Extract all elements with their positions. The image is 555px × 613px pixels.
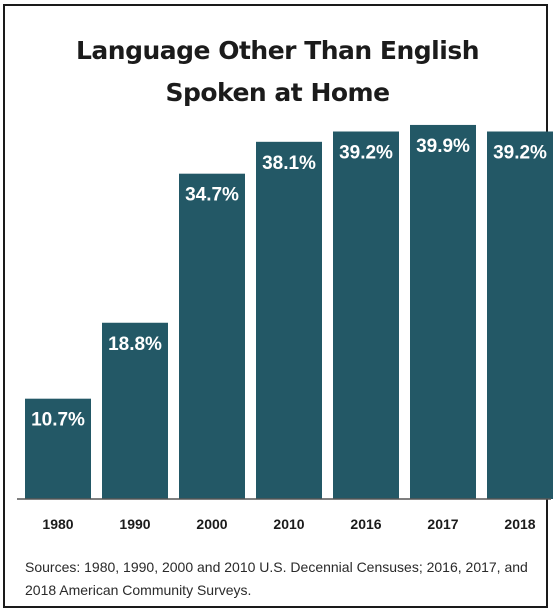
x-tick-labels-group: 1980 1990 2000 2010 2016 2017 2018 bbox=[42, 516, 535, 532]
bar-value-label-2016: 39.2% bbox=[339, 143, 393, 164]
x-tick-label-2016: 2016 bbox=[350, 516, 381, 532]
chart-title-line-2: Spoken at Home bbox=[165, 78, 390, 107]
chart-title-line-1: Language Other Than English bbox=[75, 36, 480, 65]
bar-value-label-2017: 39.9% bbox=[416, 136, 470, 157]
x-tick-label-2017: 2017 bbox=[427, 516, 458, 532]
bar-2000 bbox=[179, 173, 245, 499]
bar-2017 bbox=[410, 124, 476, 499]
source-note: Sources: 1980, 1990, 2000 and 2010 U.S. … bbox=[25, 559, 528, 598]
x-tick-label-2010: 2010 bbox=[273, 516, 304, 532]
bar-labels-group: 10.7% 18.8% 34.7% 38.1% 39.2% 39.9% 39.2% bbox=[31, 136, 547, 431]
bar-2010 bbox=[256, 141, 322, 499]
bar-1980 bbox=[25, 398, 91, 499]
bar-2018 bbox=[487, 131, 553, 499]
bar-value-label-1980: 10.7% bbox=[31, 410, 85, 431]
x-tick-label-2000: 2000 bbox=[196, 516, 227, 532]
bar-value-label-2010: 38.1% bbox=[262, 153, 316, 174]
bar-value-label-2000: 34.7% bbox=[185, 185, 239, 206]
bar-value-label-2018: 39.2% bbox=[493, 143, 547, 164]
bar-value-label-1990: 18.8% bbox=[108, 334, 162, 355]
x-tick-label-2018: 2018 bbox=[504, 516, 535, 532]
bars-group bbox=[25, 124, 553, 499]
bar-2016 bbox=[333, 131, 399, 499]
x-tick-label-1980: 1980 bbox=[42, 516, 73, 532]
bar-1990 bbox=[102, 322, 168, 499]
chart-title: Language Other Than English Spoken at Ho… bbox=[0, 30, 555, 114]
x-tick-label-1990: 1990 bbox=[119, 516, 150, 532]
